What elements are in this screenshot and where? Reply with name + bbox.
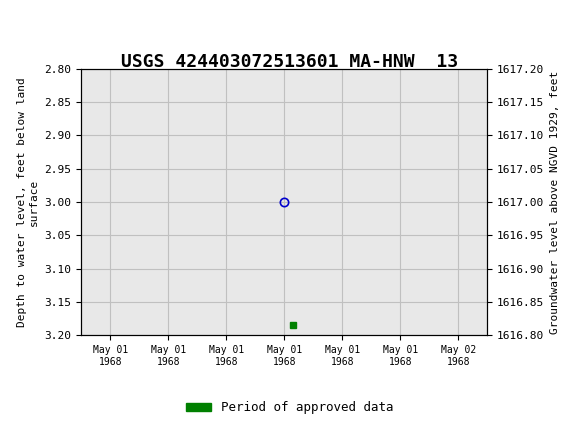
Legend: Period of approved data: Period of approved data (181, 396, 399, 419)
Text: USGS: USGS (17, 16, 81, 36)
Text: USGS 424403072513601 MA-HNW  13: USGS 424403072513601 MA-HNW 13 (121, 53, 459, 71)
Y-axis label: Depth to water level, feet below land
surface: Depth to water level, feet below land su… (17, 77, 39, 327)
Y-axis label: Groundwater level above NGVD 1929, feet: Groundwater level above NGVD 1929, feet (550, 71, 560, 334)
Text: ≈: ≈ (3, 14, 24, 38)
